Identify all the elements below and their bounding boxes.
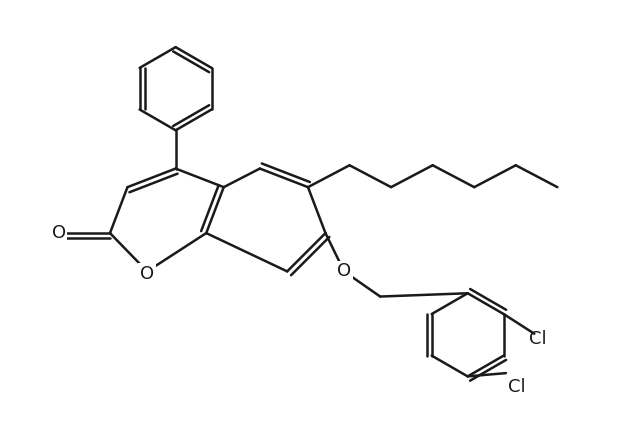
Text: O: O bbox=[337, 263, 351, 281]
Text: Cl: Cl bbox=[529, 330, 547, 348]
Text: O: O bbox=[51, 224, 66, 242]
Text: O: O bbox=[140, 265, 154, 283]
Text: Cl: Cl bbox=[508, 378, 525, 396]
